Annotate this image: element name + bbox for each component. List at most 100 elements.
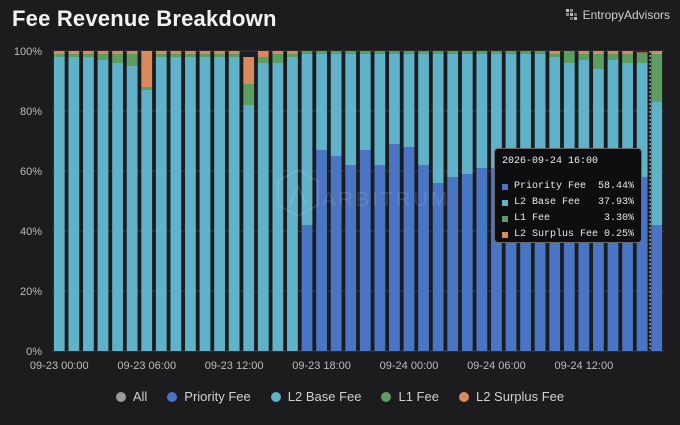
bar-segment xyxy=(403,54,415,147)
bar-segment xyxy=(651,51,663,54)
legend-item-l2-surplus-fee[interactable]: L2 Surplus Fee xyxy=(458,389,564,404)
legend-label: All xyxy=(132,389,148,404)
bar-segment xyxy=(593,69,604,177)
tooltip-title: 2026-09-24 16:00 xyxy=(502,156,599,167)
bar-segment xyxy=(257,51,269,57)
bar-segment xyxy=(112,51,123,54)
tooltip-row-name: Priority Fee xyxy=(514,181,587,192)
legend-dot xyxy=(167,391,178,402)
bar-segment xyxy=(53,54,65,57)
bar-segment xyxy=(578,60,590,177)
bar-segment xyxy=(549,57,561,177)
bar-segment xyxy=(97,51,109,54)
tooltip-row-l2-surplus-fee: L2 Surplus Fee 0.25% xyxy=(502,229,634,240)
bar-segment xyxy=(112,54,123,63)
bar-segment xyxy=(287,51,298,54)
legend-item-l1-fee[interactable]: L1 Fee xyxy=(381,389,439,404)
bar-segment xyxy=(287,57,298,351)
legend-dot xyxy=(270,391,281,402)
bar-segment xyxy=(83,51,94,54)
bar-segment xyxy=(243,84,255,105)
bar-segment xyxy=(97,54,109,60)
bar-segment xyxy=(53,51,65,54)
bar-segment xyxy=(418,165,429,351)
bar-segment xyxy=(491,54,502,168)
x-tick-label: 09-24 06:00 xyxy=(467,360,526,372)
bar-segment xyxy=(301,225,313,351)
legend-item-all[interactable]: All xyxy=(115,389,148,404)
y-tick-label: 100% xyxy=(14,46,42,58)
bar-segment xyxy=(374,165,386,351)
bar-segment xyxy=(534,177,546,351)
bar-segment xyxy=(199,57,211,351)
x-tick-label: 09-23 12:00 xyxy=(205,360,264,372)
bar-segment xyxy=(563,177,575,351)
tooltip-swatch xyxy=(502,199,508,206)
bar-segment xyxy=(83,57,94,351)
x-tick-label: 09-23 18:00 xyxy=(292,360,351,372)
arbitrum-logo-inner-icon xyxy=(289,183,307,205)
bar-segment xyxy=(185,51,196,54)
bar-segment xyxy=(389,54,400,144)
bar-segment xyxy=(520,54,531,177)
bar-segment xyxy=(345,54,357,165)
tooltip-swatch xyxy=(502,215,508,222)
brand-name: EntropyAdvisors xyxy=(582,8,670,22)
bar-segment xyxy=(636,63,648,177)
bar-segment xyxy=(505,168,517,351)
y-tick-label: 20% xyxy=(20,286,42,298)
tooltip-row-l2-base-fee: L2 Base Fee 37.93% xyxy=(502,197,634,208)
bar-segment xyxy=(461,174,473,351)
bar-segment xyxy=(185,54,196,57)
bar-segment xyxy=(607,177,619,351)
bar-segment xyxy=(374,51,386,54)
x-tick-label: 09-24 12:00 xyxy=(555,360,614,372)
bar-segment xyxy=(257,57,269,63)
bar-segment xyxy=(622,51,633,54)
bar-segment xyxy=(68,54,80,57)
tooltip-row-l1-fee: L1 Fee 3.30% xyxy=(502,213,634,224)
bar-segment xyxy=(403,51,415,54)
legend-item-l2-base-fee[interactable]: L2 Base Fee xyxy=(270,389,361,404)
bar-segment xyxy=(607,54,619,60)
y-axis: 0% 20% 40% 60% 80% 100% xyxy=(14,46,42,358)
bar-segment xyxy=(141,51,153,87)
entropy-logo-icon xyxy=(565,9,577,20)
bar-segment xyxy=(126,54,138,66)
bar-segment xyxy=(418,51,429,54)
bar-segment xyxy=(578,54,590,60)
bar-segment xyxy=(432,51,444,54)
tooltip: 2026-09-24 16:00 Priority Fee 58.44% L2 … xyxy=(494,148,642,243)
bar-segment xyxy=(520,51,531,54)
bar-segment xyxy=(549,177,561,351)
arbitrum-logo-icon xyxy=(277,168,319,218)
brand: EntropyAdvisors xyxy=(565,8,670,22)
bar-segment xyxy=(491,168,502,351)
bar-segment xyxy=(53,57,65,351)
bar-segment xyxy=(359,150,371,351)
bar-segment xyxy=(68,51,80,54)
bar-segment xyxy=(593,54,604,69)
bar-segment xyxy=(476,54,488,168)
bar-segment xyxy=(389,51,400,54)
bar-segment xyxy=(126,66,138,351)
bars xyxy=(53,51,663,351)
bar-segment xyxy=(549,54,561,57)
stacked-bar-chart: 0%20%40%60%80%100% ARBITRUM 09-23 00:00 0… xyxy=(14,46,664,372)
bar-segment xyxy=(447,51,459,54)
legend-item-priority-fee[interactable]: Priority Fee xyxy=(167,389,251,404)
tooltip-row-name: L2 Base Fee xyxy=(514,197,581,208)
bar-segment xyxy=(228,57,240,351)
bar-segment xyxy=(622,54,633,63)
bar-segment xyxy=(155,57,167,351)
bar-segment xyxy=(141,90,153,351)
tooltip-row-name: L1 Fee xyxy=(514,213,551,224)
bar-segment xyxy=(83,54,94,57)
bar-segment xyxy=(257,63,269,351)
bar-segment xyxy=(199,51,211,54)
bar-segment xyxy=(651,225,663,351)
bar-segment xyxy=(228,54,240,57)
legend-label: L1 Fee xyxy=(398,389,439,404)
bar-segment xyxy=(636,52,648,54)
bar-segment xyxy=(272,51,284,54)
